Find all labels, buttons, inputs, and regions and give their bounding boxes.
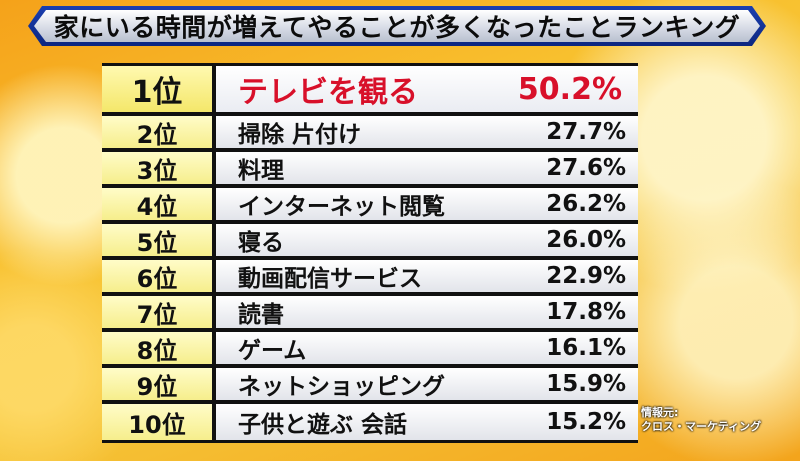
rank-cell: 9位 bbox=[102, 368, 212, 401]
ranking-row-10: 10位 子供と遊ぶ 会話 15.2% bbox=[102, 404, 638, 440]
rank-cell: 4位 bbox=[102, 188, 212, 221]
rank-cell: 6位 bbox=[102, 260, 212, 293]
rank-cell: 2位 bbox=[102, 116, 212, 149]
item-label: 料理 bbox=[238, 158, 284, 184]
ranking-row-8: 8位 ゲーム 16.1% bbox=[102, 332, 638, 365]
item-cell: 掃除 片付け 27.7% bbox=[216, 116, 638, 148]
item-percentage: 16.1% bbox=[546, 335, 626, 361]
rank-cell: 7位 bbox=[102, 296, 212, 329]
item-cell: 動画配信サービス 22.9% bbox=[216, 260, 638, 292]
item-percentage: 22.9% bbox=[546, 263, 626, 289]
item-label: 掃除 片付け bbox=[238, 122, 362, 148]
rank-cell: 1位 bbox=[102, 66, 212, 112]
ranking-row-1: 1位 テレビを観る 50.2% bbox=[102, 66, 638, 112]
item-percentage: 27.7% bbox=[546, 119, 626, 145]
item-label: 寝る bbox=[238, 230, 284, 256]
item-cell: ネットショッピング 15.9% bbox=[216, 368, 638, 400]
rank-cell: 8位 bbox=[102, 332, 212, 365]
ranking-row-9: 9位 ネットショッピング 15.9% bbox=[102, 368, 638, 401]
item-cell: 料理 27.6% bbox=[216, 152, 638, 184]
item-percentage: 17.8% bbox=[546, 299, 626, 325]
title-banner: 家にいる時間が増えてやることが多くなったことランキング bbox=[34, 10, 760, 42]
item-percentage: 15.9% bbox=[546, 371, 626, 397]
item-label: ゲーム bbox=[238, 338, 307, 364]
ranking-row-7: 7位 読書 17.8% bbox=[102, 296, 638, 329]
ranking-row-6: 6位 動画配信サービス 22.9% bbox=[102, 260, 638, 293]
rank-cell: 5位 bbox=[102, 224, 212, 257]
item-percentage: 27.6% bbox=[546, 155, 626, 181]
ranking-row-3: 3位 料理 27.6% bbox=[102, 152, 638, 185]
item-label: テレビを観る bbox=[238, 75, 418, 110]
item-cell: インターネット閲覧 26.2% bbox=[216, 188, 638, 220]
rank-cell: 10位 bbox=[102, 404, 212, 440]
item-label: ネットショッピング bbox=[238, 374, 445, 400]
ranking-row-4: 4位 インターネット閲覧 26.2% bbox=[102, 188, 638, 221]
item-label: 子供と遊ぶ 会話 bbox=[238, 412, 408, 438]
item-cell: テレビを観る 50.2% bbox=[216, 66, 638, 112]
item-cell: 読書 17.8% bbox=[216, 296, 638, 328]
item-cell: 寝る 26.0% bbox=[216, 224, 638, 256]
item-percentage: 50.2% bbox=[517, 71, 622, 107]
rank-cell: 3位 bbox=[102, 152, 212, 185]
source-credit: 情報元: クロス・マーケティング bbox=[641, 406, 795, 434]
item-label: 動画配信サービス bbox=[238, 266, 422, 292]
item-label: 読書 bbox=[238, 302, 284, 328]
item-label: インターネット閲覧 bbox=[238, 194, 445, 220]
item-percentage: 15.2% bbox=[546, 409, 626, 435]
source-name: クロス・マーケティング bbox=[641, 420, 762, 433]
ranking-row-2: 2位 掃除 片付け 27.7% bbox=[102, 116, 638, 149]
source-label: 情報元: bbox=[641, 406, 679, 419]
ranking-row-5: 5位 寝る 26.0% bbox=[102, 224, 638, 257]
item-cell: ゲーム 16.1% bbox=[216, 332, 638, 364]
ranking-table: 1位 テレビを観る 50.2% 2位 掃除 片付け 27.7% 3位 料理 27… bbox=[102, 63, 638, 443]
item-percentage: 26.2% bbox=[546, 191, 626, 217]
item-cell: 子供と遊ぶ 会話 15.2% bbox=[216, 404, 638, 440]
item-percentage: 26.0% bbox=[546, 227, 626, 253]
page-title: 家にいる時間が増えてやることが多くなったことランキング bbox=[53, 13, 741, 42]
